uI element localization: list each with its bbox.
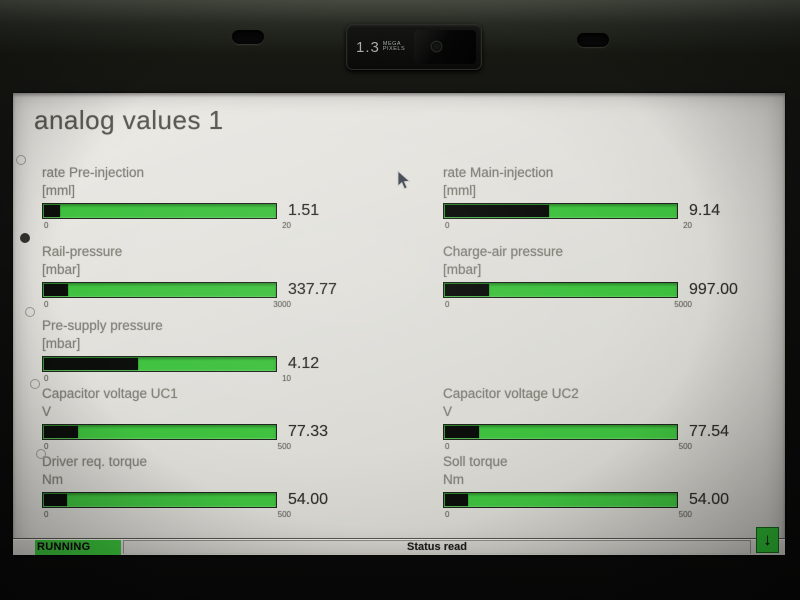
gauge-capacitor-voltage-uc2: Capacitor voltage UC2 V 77.54 0 500 — [443, 386, 763, 451]
webcam-megapixels: 1.3 — [356, 38, 380, 56]
gauge-unit: V — [42, 404, 52, 419]
cursor-arrow-icon — [397, 169, 411, 190]
gauge-value: 54.00 — [689, 491, 730, 508]
bezel-hole — [30, 379, 40, 389]
gauge-unit: [mbar] — [42, 336, 81, 351]
gauge-pre-supply-pressure: Pre-supply pressure [mbar] 4.12 0 10 — [42, 318, 362, 383]
bezel-dot — [20, 233, 30, 243]
gauge-min-tick: 0 — [44, 374, 49, 383]
status-message: Status read — [407, 541, 467, 553]
gauge-bar-fill — [44, 284, 69, 296]
gauge-rail-pressure: Rail-pressure [mbar] 337.77 0 3000 — [42, 244, 362, 309]
gauge-min-tick: 0 — [44, 300, 49, 309]
gauge-label: rate Pre-injection — [42, 165, 145, 180]
gauge-min-tick: 0 — [445, 221, 450, 230]
gauge-unit: [mbar] — [42, 262, 81, 277]
camera-lens-icon — [432, 42, 441, 51]
webcam-label: 1.3 MEGA PIXELS — [356, 39, 405, 56]
gauge-bar-fill — [445, 284, 490, 296]
gauge-min-tick: 0 — [44, 442, 49, 451]
gauge-value: 1.51 — [288, 202, 320, 219]
gauge-max-tick: 500 — [277, 510, 291, 519]
gauge-bar-fill — [445, 426, 480, 438]
gauge-min-tick: 0 — [44, 510, 49, 519]
mouse-cursor — [397, 169, 412, 196]
gauge-label: Charge-air pressure — [443, 244, 564, 259]
scroll-down-button[interactable]: ↓ — [756, 527, 779, 553]
gauge-value: 54.00 — [288, 491, 329, 508]
gauge-label: Driver req. torque — [42, 454, 148, 469]
webcam-pixels-text: PIXELS — [382, 46, 406, 52]
gauge-capacitor-voltage-uc1: Capacitor voltage UC1 V 77.33 0 500 — [42, 386, 362, 451]
gauge-value: 997.00 — [689, 281, 738, 298]
gauge-value: 4.12 — [288, 355, 320, 372]
gauge-charge-air-pressure: Charge-air pressure [mbar] 997.00 0 5000 — [443, 244, 763, 309]
webcam-module: 1.3 MEGA PIXELS — [346, 24, 482, 70]
gauge-label: Rail-pressure — [42, 244, 123, 259]
gauge-soll-torque: Soll torque Nm 54.00 0 500 — [443, 454, 763, 519]
gauge-bar-fill — [445, 494, 469, 506]
gauge-value: 9.14 — [689, 202, 721, 219]
status-message-panel: Status read — [123, 540, 751, 554]
app-screen: analog values 1 rate Pre-injection [mml]… — [13, 93, 785, 555]
gauge-bar — [42, 424, 277, 440]
gauge-rate-main-injection: rate Main-injection [mml] 9.14 0 20 — [443, 165, 763, 230]
bezel-bumper — [232, 30, 264, 44]
gauge-bar — [443, 424, 678, 440]
gauge-min-tick: 0 — [445, 300, 450, 309]
page-title: analog values 1 — [34, 105, 224, 135]
gauge-min-tick: 0 — [445, 510, 450, 519]
webcam-mega-text: MEGA — [382, 40, 402, 47]
gauge-max-tick: 20 — [683, 221, 692, 230]
bezel-hole — [25, 307, 35, 317]
gauge-unit: [mml] — [443, 183, 476, 198]
gauge-max-tick: 5000 — [674, 300, 692, 309]
gauge-unit: Nm — [443, 472, 464, 487]
gauge-label: Capacitor voltage UC1 — [42, 386, 178, 401]
gauge-label: Soll torque — [443, 454, 508, 469]
gauge-max-tick: 3000 — [273, 300, 291, 309]
gauge-bar — [443, 282, 678, 298]
gauge-driver-req-torque: Driver req. torque Nm 54.00 0 500 — [42, 454, 362, 519]
gauge-bar-fill — [44, 426, 79, 438]
gauge-bar-fill — [445, 205, 550, 217]
status-bar: RUNNING Status read ↓ — [13, 527, 785, 555]
bezel-bumper — [577, 33, 609, 47]
gauge-max-tick: 500 — [678, 442, 692, 451]
down-arrow-icon: ↓ — [763, 529, 772, 549]
gauge-max-tick: 500 — [277, 442, 291, 451]
gauge-label: rate Main-injection — [443, 165, 554, 180]
gauge-label: Pre-supply pressure — [42, 318, 163, 333]
gauge-min-tick: 0 — [44, 221, 49, 230]
status-state-badge: RUNNING — [35, 540, 121, 555]
gauge-unit: [mbar] — [443, 262, 482, 277]
gauge-rate-pre-injection: rate Pre-injection [mml] 1.51 0 20 — [42, 165, 362, 230]
gauge-label: Capacitor voltage UC2 — [443, 386, 579, 401]
gauge-bar-fill — [44, 205, 60, 217]
gauge-unit: [mml] — [42, 183, 75, 198]
gauge-bar-fill — [44, 494, 68, 506]
gauge-bar — [443, 203, 678, 219]
gauge-value: 77.54 — [689, 423, 730, 440]
bezel-hole — [16, 155, 26, 165]
gauge-bar — [443, 492, 678, 508]
gauge-min-tick: 0 — [445, 442, 450, 451]
gauge-unit: Nm — [42, 472, 63, 487]
gauge-max-tick: 20 — [282, 221, 291, 230]
gauge-bar — [42, 492, 277, 508]
gauge-value: 77.33 — [288, 423, 329, 440]
webcam-lens-window — [414, 30, 476, 64]
gauge-max-tick: 500 — [678, 510, 692, 519]
gauge-bar — [42, 282, 277, 298]
gauge-unit: V — [443, 404, 453, 419]
gauge-bar — [42, 203, 277, 219]
gauge-max-tick: 10 — [282, 374, 291, 383]
gauge-bar-fill — [44, 358, 138, 370]
gauge-bar — [42, 356, 277, 372]
gauge-value: 337.77 — [288, 281, 337, 298]
